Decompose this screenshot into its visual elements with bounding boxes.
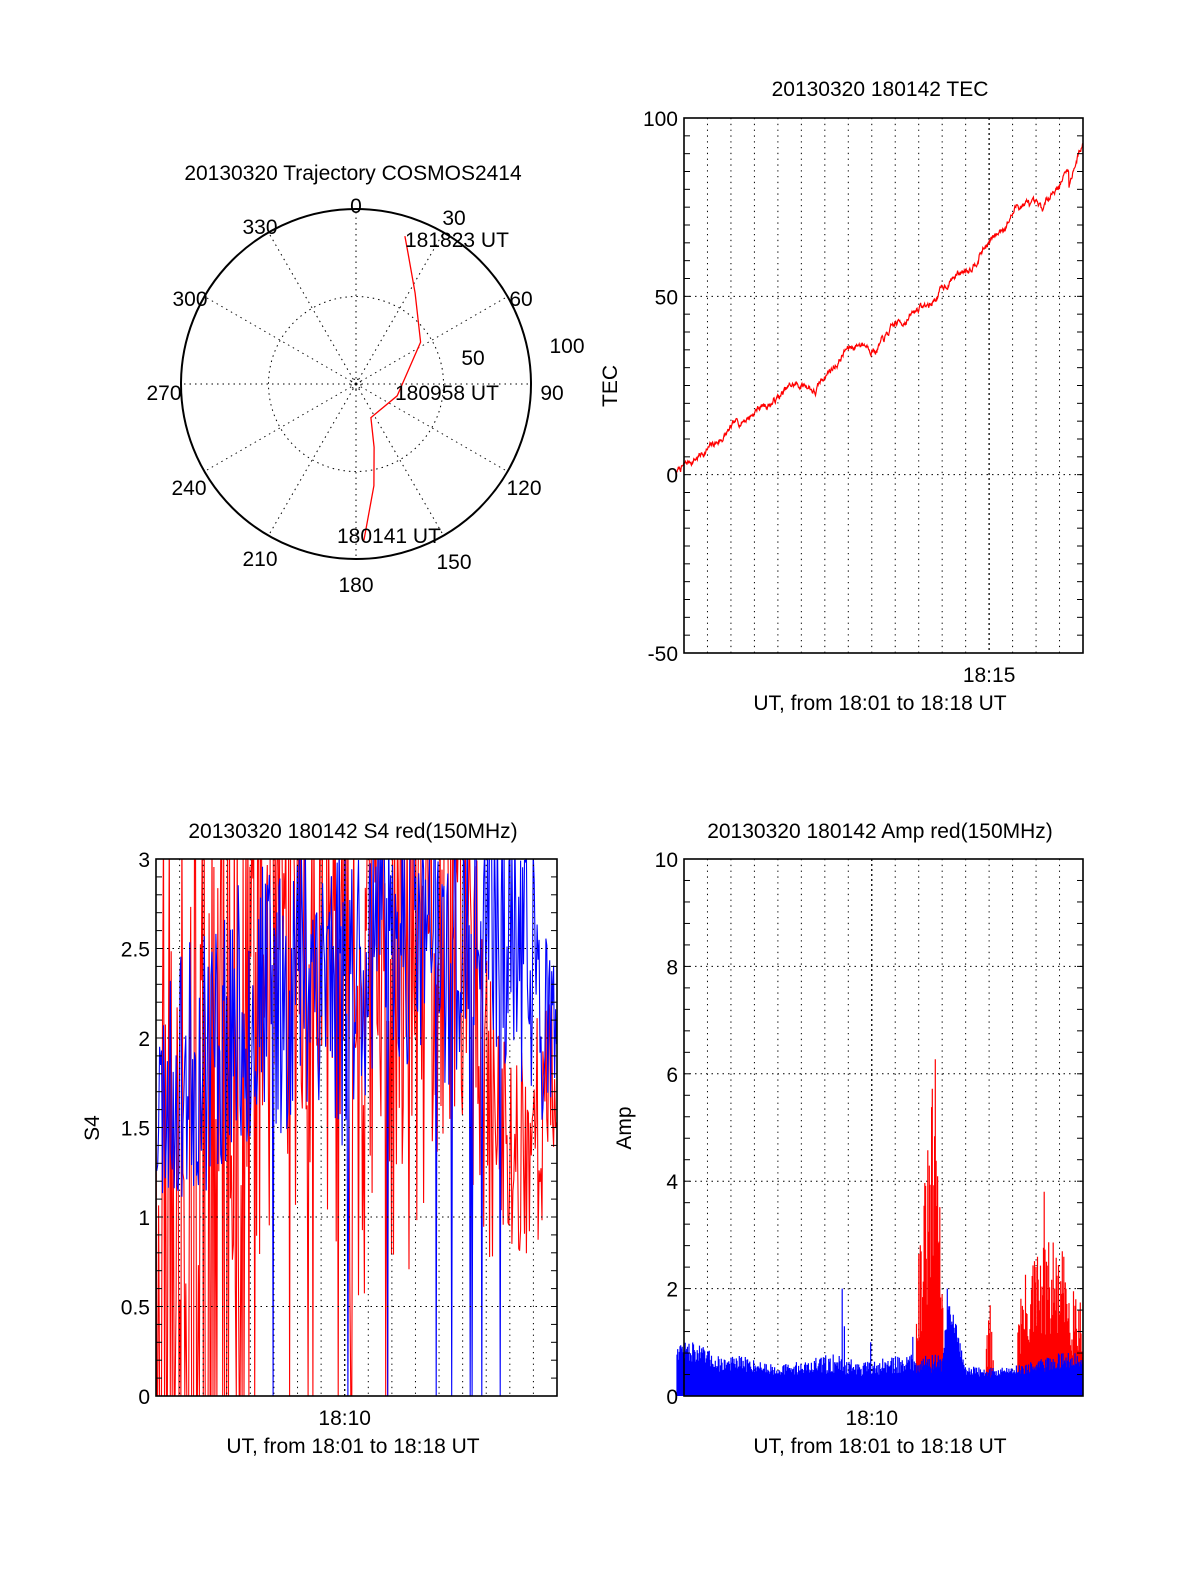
s4-title: 20130320 180142 S4 red(150MHz) bbox=[188, 820, 517, 843]
tec-frame bbox=[683, 117, 1084, 654]
amp-ytick-label: 6 bbox=[666, 1064, 678, 1087]
trajectory-grid bbox=[180, 208, 532, 560]
tec-ylabel: TEC bbox=[599, 365, 622, 407]
s4-ytick-label: 1.5 bbox=[121, 1118, 150, 1141]
tec-title: 20130320 180142 TEC bbox=[772, 78, 989, 101]
trajectory-line bbox=[363, 235, 422, 541]
amp-bars-red bbox=[915, 1059, 1084, 1396]
angle-label-30: 30 bbox=[442, 207, 465, 230]
radial-label-100: 100 bbox=[549, 335, 584, 358]
tec-xlabel: UT, from 18:01 to 18:18 UT bbox=[753, 692, 1006, 715]
center-circle bbox=[350, 378, 362, 390]
amp-ytick-label: 4 bbox=[666, 1171, 678, 1194]
amp-xlabel: UT, from 18:01 to 18:18 UT bbox=[753, 1435, 1006, 1458]
s4-ytick-label: 0 bbox=[138, 1386, 150, 1409]
trajectory-angle-labels: 0 30 60 90 120 150 180 210 240 270 300 330 bbox=[146, 195, 563, 597]
s4-line-red bbox=[156, 859, 557, 1396]
tec-grid bbox=[684, 118, 1083, 653]
s4-axes: 0 0.5 1 1.5 2 2.5 3 18:10 bbox=[121, 849, 558, 1430]
tec-axes: -50 0 50 100 18:15 bbox=[643, 108, 1084, 687]
amp-ytick-label: 2 bbox=[666, 1279, 678, 1302]
s4-panel: 20130320 180142 S4 red(150MHz) 0 0.5 1 1.5 2… bbox=[81, 820, 558, 1458]
spoke-240 bbox=[204, 383, 357, 472]
tec-ytick-label: 100 bbox=[643, 108, 678, 131]
amp-bars-blue bbox=[676, 1288, 1084, 1396]
s4-grid bbox=[156, 859, 557, 1396]
spoke-60 bbox=[355, 296, 508, 385]
amp-ylabel: Amp bbox=[613, 1106, 636, 1149]
s4-xlabel: UT, from 18:01 to 18:18 UT bbox=[226, 1435, 479, 1458]
s4-xtick-label: 18:10 bbox=[318, 1407, 371, 1430]
amp-xtick-label: 18:10 bbox=[845, 1407, 898, 1430]
amp-ytick-label: 10 bbox=[655, 849, 678, 872]
angle-label-300: 300 bbox=[172, 288, 207, 311]
trajectory-panel: 20130320 Trajectory COSMOS2414 0 30 60 90 12… bbox=[146, 162, 584, 597]
trajectory-title: 20130320 Trajectory COSMOS2414 bbox=[184, 162, 522, 185]
annotation-start-time: 180141 UT bbox=[337, 525, 441, 548]
tec-panel: 20130320 180142 TEC -50 0 50 100 18:15 UT, f… bbox=[599, 78, 1084, 715]
amp-frame bbox=[683, 858, 1084, 1397]
angle-label-150: 150 bbox=[436, 551, 471, 574]
s4-ytick-label: 1 bbox=[138, 1207, 150, 1230]
angle-label-210: 210 bbox=[242, 548, 277, 571]
amp-ytick-label: 8 bbox=[666, 956, 678, 979]
amp-title: 20130320 180142 Amp red(150MHz) bbox=[707, 820, 1053, 843]
angle-label-180: 180 bbox=[338, 574, 373, 597]
s4-ytick-label: 2.5 bbox=[121, 939, 150, 962]
annotation-mid-time: 180958 UT bbox=[395, 382, 499, 405]
s4-ytick-label: 2 bbox=[138, 1028, 150, 1051]
angle-label-60: 60 bbox=[509, 288, 532, 311]
angle-label-330: 330 bbox=[242, 216, 277, 239]
angle-label-90: 90 bbox=[540, 382, 563, 405]
s4-ylabel: S4 bbox=[81, 1115, 104, 1141]
spoke-330 bbox=[268, 232, 357, 385]
amp-ytick-label: 0 bbox=[666, 1386, 678, 1409]
s4-ytick-label: 0.5 bbox=[121, 1297, 150, 1320]
s4-line-blue bbox=[156, 859, 557, 1396]
tec-ytick-label: 50 bbox=[655, 286, 678, 309]
angle-label-240: 240 bbox=[171, 477, 206, 500]
amp-panel: 20130320 180142 Amp red(150MHz) 0 2 4 6 8 10 1… bbox=[613, 820, 1084, 1458]
radial-circle-50 bbox=[268, 296, 444, 472]
outer-circle bbox=[180, 208, 532, 560]
tec-ytick-label: -50 bbox=[648, 643, 678, 666]
s4-ytick-label: 3 bbox=[138, 849, 150, 872]
angle-label-270: 270 bbox=[146, 382, 181, 405]
spoke-210 bbox=[268, 383, 357, 536]
amp-plot-area bbox=[676, 1059, 1084, 1396]
tec-plot-area bbox=[676, 143, 1084, 473]
tec-line bbox=[676, 143, 1084, 473]
annotation-end-time: 181823 UT bbox=[405, 229, 509, 252]
tec-ytick-label: 0 bbox=[666, 465, 678, 488]
angle-label-120: 120 bbox=[506, 477, 541, 500]
tec-xtick-label: 18:15 bbox=[963, 664, 1016, 687]
amp-axes: 0 2 4 6 8 10 18:10 bbox=[655, 849, 1084, 1430]
s4-plot-area bbox=[156, 859, 557, 1396]
radial-label-50: 50 bbox=[461, 347, 484, 370]
angle-label-0: 0 bbox=[350, 195, 362, 218]
